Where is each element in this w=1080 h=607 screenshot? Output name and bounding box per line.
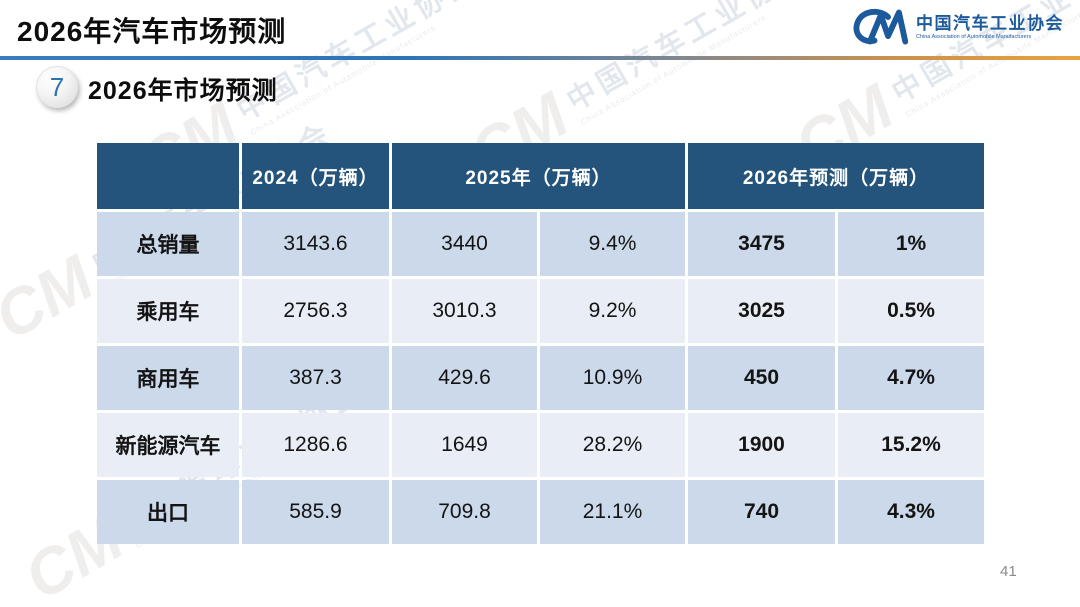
value-2025: 3440 xyxy=(392,212,537,276)
table-row-export: 出口 585.9 709.8 21.1% 740 4.3% xyxy=(97,480,984,544)
value-2024: 387.3 xyxy=(242,346,389,410)
growth-2025: 10.9% xyxy=(540,346,685,410)
value-2025: 3010.3 xyxy=(392,279,537,343)
watermark-en-text: China Association of Automobile Manufact… xyxy=(578,12,768,127)
caam-logo: 中国汽车工业协会 China Association of Automobile… xyxy=(850,7,1064,47)
growth-2026: 4.7% xyxy=(838,346,984,410)
page-number: 41 xyxy=(1000,563,1017,580)
row-label: 总销量 xyxy=(97,212,239,276)
value-2026: 740 xyxy=(688,480,835,544)
row-label: 商用车 xyxy=(97,346,239,410)
gradient-divider xyxy=(0,56,1080,60)
value-2024: 3143.6 xyxy=(242,212,389,276)
forecast-table: 2024（万辆） 2025年（万辆） 2026年预测（万辆） 总销量 3143.… xyxy=(94,140,987,547)
forecast-table-container: 2024（万辆） 2025年（万辆） 2026年预测（万辆） 总销量 3143.… xyxy=(94,140,987,547)
row-label: 新能源汽车 xyxy=(97,413,239,477)
caam-logo-icon xyxy=(850,7,908,47)
value-2026: 3475 xyxy=(688,212,835,276)
watermark-cm-mark: CM xyxy=(0,241,105,354)
table-row-passenger: 乘用车 2756.3 3010.3 9.2% 3025 0.5% xyxy=(97,279,984,343)
page-title: 2026年汽车市场预测 xyxy=(17,16,287,47)
growth-2026: 0.5% xyxy=(838,279,984,343)
section-title: 2026年市场预测 xyxy=(88,77,278,105)
growth-2026: 4.3% xyxy=(838,480,984,544)
table-row-nev: 新能源汽车 1286.6 1649 28.2% 1900 15.2% xyxy=(97,413,984,477)
value-2025: 709.8 xyxy=(392,480,537,544)
section-number: 7 xyxy=(49,71,65,102)
table-row-total: 总销量 3143.6 3440 9.4% 3475 1% xyxy=(97,212,984,276)
value-2026: 1900 xyxy=(688,413,835,477)
value-2026: 3025 xyxy=(688,279,835,343)
header-blank-cell xyxy=(97,143,239,209)
growth-2025: 21.1% xyxy=(540,480,685,544)
growth-2026: 1% xyxy=(838,212,984,276)
header-2026: 2026年预测（万辆） xyxy=(688,143,984,209)
table-header-row: 2024（万辆） 2025年（万辆） 2026年预测（万辆） xyxy=(97,143,984,209)
value-2024: 1286.6 xyxy=(242,413,389,477)
header-2024: 2024（万辆） xyxy=(242,143,389,209)
value-2026: 450 xyxy=(688,346,835,410)
table-row-commercial: 商用车 387.3 429.6 10.9% 450 4.7% xyxy=(97,346,984,410)
growth-2025: 28.2% xyxy=(540,413,685,477)
row-label: 出口 xyxy=(97,480,239,544)
header-2025: 2025年（万辆） xyxy=(392,143,685,209)
logo-name-cn: 中国汽车工业协会 xyxy=(916,14,1064,34)
value-2024: 2756.3 xyxy=(242,279,389,343)
value-2025: 429.6 xyxy=(392,346,537,410)
row-label: 乘用车 xyxy=(97,279,239,343)
growth-2025: 9.4% xyxy=(540,212,685,276)
logo-name-en: China Association of Automobile Manufact… xyxy=(916,33,1032,40)
growth-2026: 15.2% xyxy=(838,413,984,477)
growth-2025: 9.2% xyxy=(540,279,685,343)
value-2025: 1649 xyxy=(392,413,537,477)
value-2024: 585.9 xyxy=(242,480,389,544)
section-number-badge: 7 xyxy=(36,66,78,108)
